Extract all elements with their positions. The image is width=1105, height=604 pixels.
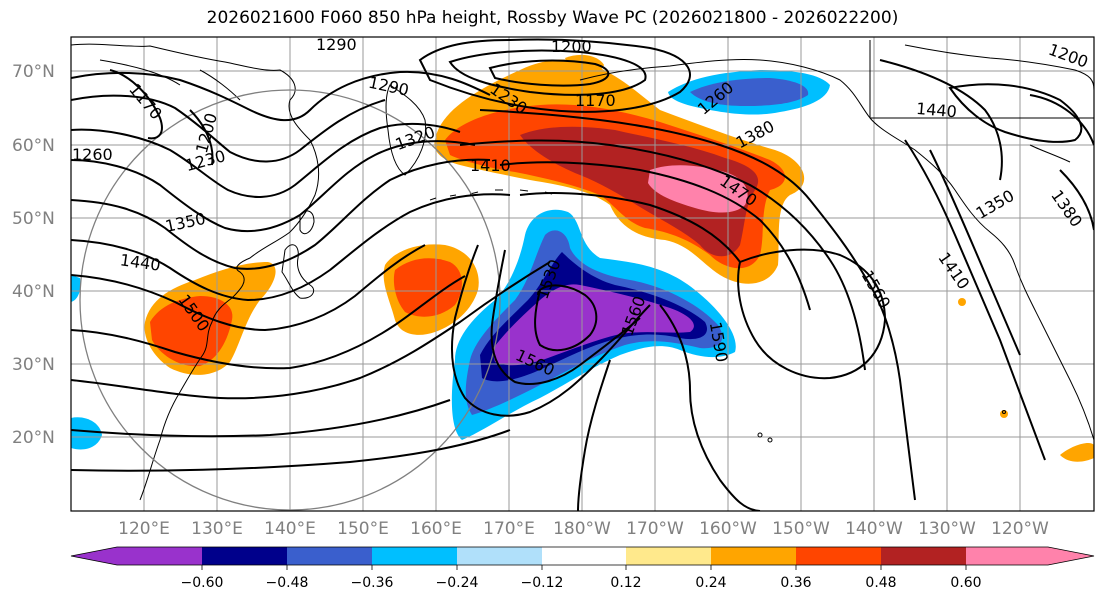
lon-label: 120°E [118, 519, 170, 539]
colorbar-segment [287, 547, 372, 565]
contour-label: 1290 [316, 35, 357, 54]
colorbar: −0.60 −0.48 −0.36 −0.24 −0.12 0.12 0.24 … [70, 546, 1095, 591]
colorbar-segment [711, 547, 796, 565]
colorbar-segment [457, 547, 542, 565]
contour-label: 1440 [915, 99, 957, 121]
lat-label: 50°N [12, 209, 55, 229]
lon-label: 140°E [264, 519, 316, 539]
lon-label: 150°W [772, 519, 830, 539]
lon-label: 170°W [626, 519, 684, 539]
colorbar-min-arrow [71, 547, 117, 565]
lat-label: 30°N [12, 355, 55, 375]
contour-label: 1410 [470, 156, 511, 175]
lon-label: 140°W [845, 519, 903, 539]
lon-label: 150°E [337, 519, 389, 539]
colorbar-segment [117, 547, 202, 565]
colorbar-segment [542, 547, 626, 565]
lon-label: 160°E [410, 519, 462, 539]
colorbar-segment [372, 547, 457, 565]
contour-label: 1200 [551, 37, 592, 56]
contour-label: 1260 [72, 145, 113, 164]
colorbar-tick-label: −0.60 [181, 575, 224, 591]
lat-label: 40°N [12, 282, 55, 302]
lat-label: 60°N [12, 136, 55, 156]
colorbar-segment [796, 547, 881, 565]
colorbar-tick-label: 0.48 [865, 575, 896, 591]
colorbar-segment [881, 547, 966, 565]
map-title: 2026021600 F060 850 hPa height, Rossby W… [206, 8, 899, 28]
colorbar-tick-label: −0.48 [266, 575, 309, 591]
colorbar-tick-label: −0.12 [521, 575, 564, 591]
lon-label: 160°W [699, 519, 757, 539]
colorbar-tick-label: 0.12 [610, 575, 641, 591]
colorbar-tick-label: −0.36 [351, 575, 394, 591]
colorbar-tick-label: 0.36 [780, 575, 811, 591]
contour-label: 1170 [575, 91, 616, 110]
distance-circle [79, 89, 501, 511]
colorbar-segment [626, 547, 711, 565]
colorbar-tick-label: −0.24 [436, 575, 479, 591]
lon-label: 130°E [191, 519, 243, 539]
lon-label: 130°W [918, 519, 976, 539]
plot-frame [70, 36, 1095, 512]
colorbar-max-arrow [966, 547, 1094, 565]
latitude-labels: 70°N 60°N 50°N 40°N 30°N 20°N [12, 62, 55, 448]
height-contours [71, 38, 1094, 511]
lon-label: 170°E [483, 519, 535, 539]
colorbar-segment [202, 547, 287, 565]
coastlines [71, 40, 1094, 501]
lon-label: 180°W [553, 519, 611, 539]
colorbar-tick-label: 0.60 [950, 575, 981, 591]
colorbar-tick-label: 0.24 [695, 575, 726, 591]
lat-label: 20°N [12, 428, 55, 448]
lon-label: 120°W [991, 519, 1049, 539]
longitude-labels: 120°E 130°E 140°E 150°E 160°E 170°E 180°… [118, 519, 1049, 539]
gridlines [71, 37, 1094, 511]
lat-label: 70°N [12, 62, 55, 82]
